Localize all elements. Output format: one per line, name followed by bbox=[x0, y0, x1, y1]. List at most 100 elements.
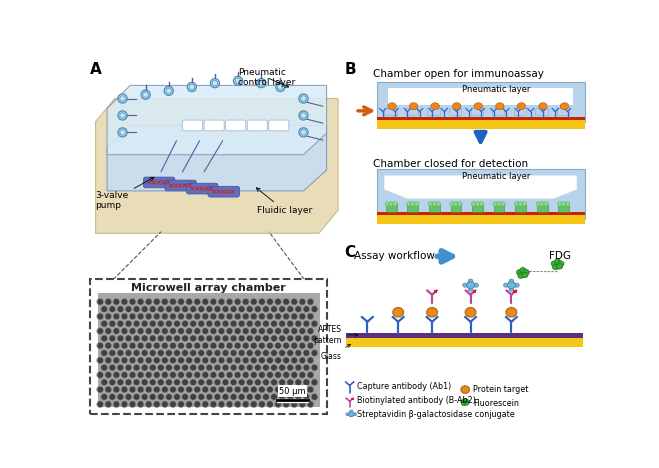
FancyBboxPatch shape bbox=[247, 120, 268, 131]
Circle shape bbox=[182, 321, 188, 327]
Circle shape bbox=[255, 321, 261, 327]
Circle shape bbox=[453, 202, 458, 206]
Circle shape bbox=[190, 380, 196, 385]
Circle shape bbox=[146, 299, 152, 305]
Circle shape bbox=[166, 350, 172, 356]
Circle shape bbox=[98, 401, 103, 407]
Ellipse shape bbox=[387, 103, 396, 110]
Circle shape bbox=[287, 394, 293, 400]
Circle shape bbox=[283, 358, 289, 363]
Circle shape bbox=[138, 358, 144, 363]
Ellipse shape bbox=[517, 270, 523, 275]
Circle shape bbox=[190, 321, 196, 327]
Circle shape bbox=[130, 314, 136, 319]
Ellipse shape bbox=[557, 263, 563, 269]
Circle shape bbox=[247, 336, 252, 341]
Circle shape bbox=[130, 299, 136, 305]
Circle shape bbox=[162, 343, 168, 349]
Circle shape bbox=[407, 202, 411, 206]
Circle shape bbox=[178, 358, 184, 363]
Text: Capture antibody (Ab1): Capture antibody (Ab1) bbox=[357, 382, 451, 391]
Circle shape bbox=[291, 328, 297, 334]
Circle shape bbox=[475, 202, 480, 206]
Circle shape bbox=[291, 387, 297, 393]
Circle shape bbox=[105, 314, 111, 319]
Circle shape bbox=[303, 306, 309, 312]
Bar bbox=[494, 204, 504, 212]
Circle shape bbox=[210, 328, 216, 334]
Circle shape bbox=[178, 314, 184, 319]
Circle shape bbox=[299, 128, 308, 137]
Ellipse shape bbox=[517, 103, 526, 110]
Circle shape bbox=[206, 350, 212, 356]
Circle shape bbox=[312, 380, 318, 385]
Circle shape bbox=[279, 336, 285, 341]
Circle shape bbox=[287, 380, 293, 385]
Ellipse shape bbox=[353, 413, 357, 416]
Circle shape bbox=[231, 306, 237, 312]
Polygon shape bbox=[107, 86, 327, 155]
Circle shape bbox=[178, 299, 184, 305]
Circle shape bbox=[146, 387, 152, 393]
Circle shape bbox=[189, 84, 194, 90]
Ellipse shape bbox=[506, 307, 517, 317]
Circle shape bbox=[263, 336, 269, 341]
Circle shape bbox=[227, 299, 233, 305]
Ellipse shape bbox=[465, 307, 476, 317]
Circle shape bbox=[436, 202, 440, 206]
Circle shape bbox=[170, 358, 176, 363]
Circle shape bbox=[113, 343, 119, 349]
Circle shape bbox=[146, 343, 152, 349]
Circle shape bbox=[299, 299, 305, 305]
Circle shape bbox=[118, 94, 127, 103]
Circle shape bbox=[223, 394, 229, 400]
Circle shape bbox=[231, 336, 237, 341]
Circle shape bbox=[198, 350, 204, 356]
Bar bbox=[388, 88, 573, 105]
Circle shape bbox=[170, 328, 176, 334]
Circle shape bbox=[457, 202, 462, 206]
Circle shape bbox=[291, 314, 297, 319]
Text: Pneumatic layer: Pneumatic layer bbox=[462, 172, 530, 182]
Circle shape bbox=[303, 336, 309, 341]
Polygon shape bbox=[107, 125, 327, 191]
Circle shape bbox=[98, 328, 103, 334]
Bar bbox=[429, 204, 440, 212]
Circle shape bbox=[121, 387, 127, 393]
Bar bbox=[384, 108, 397, 116]
Circle shape bbox=[287, 336, 293, 341]
Circle shape bbox=[299, 314, 305, 319]
Ellipse shape bbox=[463, 398, 467, 402]
Circle shape bbox=[295, 365, 301, 371]
Circle shape bbox=[178, 401, 184, 407]
Circle shape bbox=[158, 336, 163, 341]
Circle shape bbox=[275, 314, 281, 319]
Circle shape bbox=[101, 350, 107, 356]
Circle shape bbox=[202, 328, 208, 334]
Circle shape bbox=[170, 387, 176, 393]
Circle shape bbox=[291, 299, 297, 305]
Text: Pneumatic
control layer: Pneumatic control layer bbox=[238, 68, 295, 87]
Bar bbox=[535, 108, 548, 116]
Circle shape bbox=[198, 365, 204, 371]
Bar bbox=[377, 212, 585, 215]
Circle shape bbox=[212, 80, 217, 86]
Circle shape bbox=[170, 401, 176, 407]
Circle shape bbox=[194, 401, 200, 407]
Circle shape bbox=[186, 343, 192, 349]
Circle shape bbox=[312, 365, 318, 371]
Circle shape bbox=[471, 202, 476, 206]
Bar bbox=[449, 108, 461, 116]
Circle shape bbox=[210, 387, 216, 393]
Circle shape bbox=[146, 314, 152, 319]
Bar bbox=[377, 81, 585, 122]
Circle shape bbox=[121, 358, 127, 363]
Circle shape bbox=[109, 306, 115, 312]
FancyBboxPatch shape bbox=[225, 120, 246, 131]
Circle shape bbox=[158, 365, 163, 371]
Circle shape bbox=[301, 130, 306, 135]
Circle shape bbox=[105, 299, 111, 305]
Circle shape bbox=[109, 394, 115, 400]
Circle shape bbox=[540, 202, 544, 206]
Circle shape bbox=[186, 299, 192, 305]
